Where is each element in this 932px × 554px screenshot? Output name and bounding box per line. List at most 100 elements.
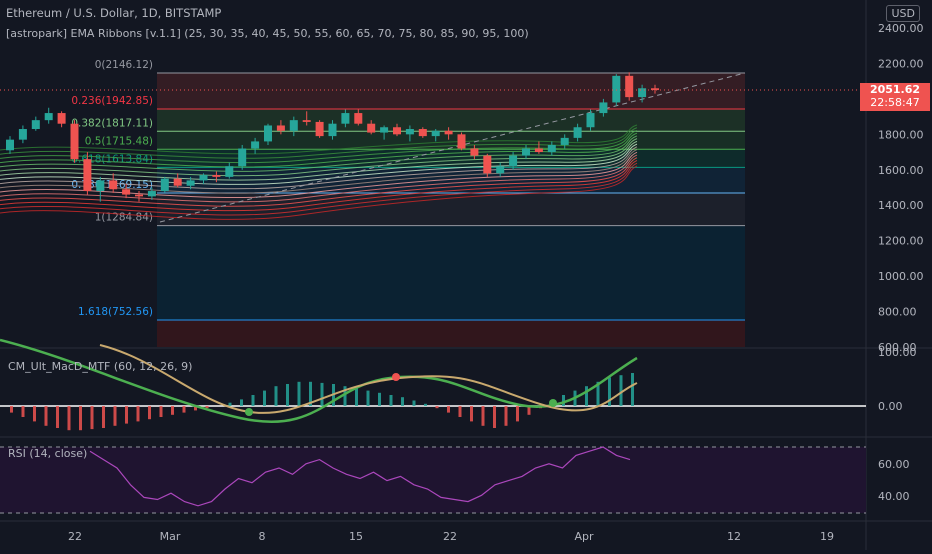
ema-ribbon-line — [0, 132, 638, 168]
ema-ribbon-line — [0, 157, 638, 207]
candle — [225, 166, 234, 177]
rsi-band — [0, 447, 866, 513]
candle — [651, 88, 659, 91]
macd-label[interactable]: CM_Ult_MacD_MTF (60, 12, 26, 9) — [8, 360, 193, 373]
price-tick: 2200.00 — [878, 57, 924, 70]
candle — [612, 75, 621, 103]
candle — [380, 127, 389, 133]
ema-ribbon-line — [0, 127, 638, 159]
macd-histogram-bar — [148, 406, 151, 420]
candle — [186, 180, 195, 186]
candle — [135, 194, 143, 197]
candle — [431, 130, 440, 137]
macd-histogram-bar — [67, 406, 71, 431]
candle — [522, 148, 530, 156]
macd-histogram-bar — [527, 406, 531, 415]
fib-zone — [157, 319, 745, 347]
candle — [199, 175, 208, 181]
price-tick: 600.00 — [878, 341, 917, 354]
candle — [599, 102, 608, 114]
currency-badge[interactable]: USD — [886, 5, 920, 22]
ema-ribbon-line — [0, 149, 638, 194]
candle — [367, 123, 376, 133]
candle — [328, 123, 337, 137]
candle — [122, 189, 131, 195]
time-axis[interactable]: 22 Mar 8 15 22 Apr 12 19 — [68, 530, 834, 543]
fibonacci-retracement[interactable]: 0(2146.12) 0.236(1942.85) 0.382(1817.11) 0.… — [71, 59, 745, 347]
fib-level-label: 1(1284.84) — [95, 212, 153, 224]
price-tick: 1400.00 — [878, 199, 924, 212]
macd-histogram-bar — [159, 406, 163, 417]
candle — [238, 148, 247, 167]
fib-zone — [157, 225, 745, 320]
time-tick: 22 — [443, 530, 457, 543]
candle — [560, 137, 569, 145]
candle — [57, 113, 66, 124]
fib-zone — [157, 109, 745, 132]
macd-axis-100: 100.00 — [878, 346, 917, 359]
bar-countdown: 22:58:47 — [870, 96, 920, 109]
macd-histogram-bar — [470, 406, 473, 422]
candle — [586, 113, 595, 128]
macd-histogram-bar — [401, 397, 404, 406]
macd-histogram-bar — [44, 406, 48, 426]
macd-histogram-bar — [458, 406, 462, 417]
candle — [534, 148, 543, 153]
ema-ribbon-line — [0, 138, 638, 177]
candle — [109, 180, 118, 190]
trend-line[interactable] — [159, 72, 746, 223]
candle — [147, 191, 156, 197]
candle — [573, 127, 582, 138]
candle — [173, 178, 182, 186]
ema-ribbon-line — [0, 143, 638, 185]
time-tick: 12 — [727, 530, 741, 543]
candle — [289, 120, 298, 131]
chart-title[interactable]: Ethereum / U.S. Dollar, 1D, BITSTAMP — [6, 6, 222, 20]
fib-level-label: 1.618(752.56) — [78, 306, 153, 318]
macd-histogram-bar — [562, 395, 565, 406]
ema-ribbon-line — [0, 160, 638, 212]
macd-histogram-bar — [585, 386, 588, 406]
macd-histogram-bar — [435, 406, 439, 409]
rsi-label[interactable]: RSI (14, close) — [8, 447, 88, 460]
candle — [251, 141, 260, 149]
macd-histogram-bar — [424, 403, 427, 406]
candle — [625, 75, 634, 98]
candle — [31, 120, 40, 130]
macd-histogram-bar — [228, 402, 232, 406]
macd-histogram-bar — [90, 406, 94, 430]
fib-level-label: 0.236(1942.85) — [71, 95, 153, 107]
macd-cross-marker — [549, 399, 557, 407]
macd-histogram-bar — [33, 406, 36, 422]
candle — [83, 159, 92, 192]
macd-axis-0: 0.00 — [878, 400, 903, 413]
price-tick: 1200.00 — [878, 235, 924, 248]
macd-histogram-bar — [378, 392, 381, 406]
candle — [302, 120, 311, 122]
candle — [457, 134, 466, 149]
macd-histogram-bar — [286, 384, 289, 406]
fib-level-label: 0(2146.12) — [95, 59, 153, 71]
macd-histogram-bar — [205, 406, 209, 409]
macd-pane: 100.00 0.00 — [0, 338, 917, 431]
macd-histogram-bar — [102, 406, 105, 428]
price-axis[interactable]: 2400.002200.002000.001800.001600.001400.… — [878, 22, 924, 354]
macd-histogram-bar — [263, 390, 266, 406]
ema-ribbon-line — [0, 162, 638, 216]
candle — [18, 129, 27, 140]
ema-ribbon-line — [0, 146, 638, 190]
macd-histogram-bar — [125, 406, 128, 424]
fib-level-label: 0.382(1817.11) — [71, 117, 153, 129]
macd-histogram-bar — [493, 406, 496, 428]
indicator-label[interactable]: [astropark] EMA Ribbons [v.1.1] (25, 30,… — [6, 27, 529, 40]
candle — [70, 123, 79, 160]
time-tick: 15 — [349, 530, 363, 543]
macd-cross-marker — [392, 373, 400, 381]
macd-cross-marker — [245, 408, 253, 416]
macd-histogram-bar — [182, 406, 186, 413]
macd-histogram-bar — [56, 406, 59, 428]
candle — [160, 178, 169, 192]
candle — [444, 130, 453, 135]
macd-histogram-bar — [355, 388, 358, 406]
rsi-line — [89, 446, 631, 507]
